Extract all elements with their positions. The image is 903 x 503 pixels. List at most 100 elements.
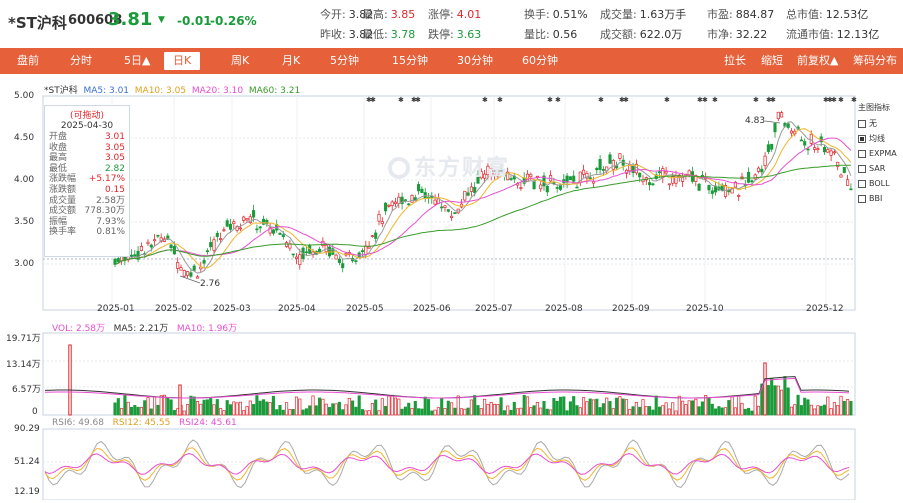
candle-body: [618, 153, 622, 159]
candle-body: [707, 184, 711, 191]
candle-body: [202, 260, 206, 264]
volume-bar: [351, 400, 355, 416]
volume-bar: [456, 395, 460, 416]
indicator-option[interactable]: BBI: [858, 191, 903, 206]
indicator-label: SAR: [869, 164, 886, 173]
candle-body: [585, 173, 589, 179]
volume-bar: [654, 395, 658, 416]
candle-body: [324, 244, 328, 252]
event-marker: ✱: [415, 96, 421, 104]
volume-bar: [186, 404, 190, 416]
event-marker: ✱: [770, 96, 776, 104]
candle-body: [232, 221, 236, 225]
toolbar-item[interactable]: 前复权▲: [797, 54, 839, 67]
candle-body: [354, 260, 358, 263]
kline-chart[interactable]: ✱✱ ✱ ✱✱ ✱ ✱ ✱ ✱ ✱ ✱✱ ✱ ✱ ✱ ✱ ✱ ✱✱ ✱✱✱ ✱ ✱: [0, 78, 903, 501]
toolbar-item[interactable]: 5分钟: [330, 54, 359, 67]
tooltip-key: 成交量: [49, 195, 77, 206]
volume-bar: [281, 409, 285, 416]
tooltip-rows: 开盘 3.01 收盘 3.05 最高 3.05 最低 2.82 涨跌幅 +5.17% 涨跌额 0.15…: [45, 132, 129, 238]
candle-body: [403, 199, 407, 202]
volume-bar: [153, 396, 157, 416]
indicator-option[interactable]: EXPMA: [858, 146, 903, 161]
volume-bar: [334, 403, 338, 416]
toolbar-item[interactable]: 筹码分布: [853, 54, 897, 67]
stock-name: *ST沪科: [8, 14, 67, 32]
candle-body: [209, 242, 213, 248]
volume-bar: [585, 401, 589, 416]
volume-bar: [255, 395, 259, 416]
quote-item: 成交额: 622.0万: [600, 26, 682, 42]
volume-bar: [116, 398, 120, 416]
volume-bar: [697, 406, 701, 416]
indicator-label: 无: [869, 119, 877, 128]
toolbar-item[interactable]: 分时: [70, 54, 92, 67]
candle-body: [440, 206, 444, 209]
indicator-checkbox[interactable]: [858, 119, 866, 128]
volume-bar: [242, 410, 246, 416]
event-marker: ✱: [497, 96, 503, 104]
volume-bar: [354, 406, 358, 416]
toolbar-item[interactable]: 30分钟: [457, 54, 493, 67]
volume-bar: [641, 399, 645, 416]
indicator-checkbox[interactable]: [858, 164, 866, 173]
indicator-checkbox[interactable]: [858, 149, 866, 158]
candle-body: [664, 171, 668, 174]
volume-bar: [667, 408, 671, 416]
volume-bar: [380, 398, 384, 416]
toolbar-item[interactable]: 15分钟: [392, 54, 428, 67]
indicator-checkbox[interactable]: [858, 134, 866, 143]
candle-body: [747, 171, 751, 183]
quote-value: 0.56: [552, 28, 578, 41]
volume-bar: [469, 399, 473, 416]
indicator-checkbox[interactable]: [858, 179, 866, 188]
toolbar-item[interactable]: 月K: [282, 54, 301, 67]
candle-body: [773, 123, 777, 133]
candle-body: [753, 174, 757, 180]
volume-bar: [225, 400, 229, 416]
quote-label: 流通市值:: [786, 28, 834, 41]
volume-bar: [212, 404, 216, 416]
toolbar-item[interactable]: 盘前: [17, 54, 39, 67]
ma60-line: [114, 164, 851, 265]
candle-body: [400, 196, 404, 204]
indicator-option[interactable]: 无: [858, 116, 903, 131]
watermark-text: 东方财富: [414, 156, 511, 181]
volume-bar: [232, 401, 236, 416]
toolbar-item[interactable]: 日K: [164, 52, 201, 70]
toolbar-item[interactable]: 周K: [231, 54, 250, 67]
indicator-option[interactable]: BOLL: [858, 176, 903, 191]
volume-bar: [235, 402, 239, 416]
indicator-checkbox[interactable]: [858, 194, 866, 203]
volume-bar: [228, 404, 233, 416]
indicator-option[interactable]: SAR: [858, 161, 903, 176]
candle-body: [281, 234, 285, 237]
volume-bar: [463, 408, 467, 416]
candle-body: [539, 184, 543, 190]
tooltip-key: 涨跌额: [49, 184, 77, 195]
volume-bar: [337, 401, 341, 416]
candle-body: [486, 165, 490, 176]
volume-bar: [661, 405, 665, 416]
legend-ma60: MA60: 3.21: [248, 86, 301, 96]
candle-body: [199, 266, 203, 270]
volume-bar: [479, 408, 483, 416]
candle-body: [215, 232, 219, 237]
toolbar-item[interactable]: 缩短: [761, 54, 783, 67]
volume-bar: [674, 410, 678, 416]
indicator-label: BBI: [869, 194, 883, 203]
toolbar-item[interactable]: 60分钟: [522, 54, 558, 67]
kline-tooltip[interactable]: (可拖动) 2025-04-30 开盘 3.01 收盘 3.05 最高 3.05 最低 2.8…: [44, 105, 130, 257]
volume-bar: [730, 396, 734, 416]
toolbar-item[interactable]: 拉长: [724, 54, 746, 67]
toolbar-item[interactable]: 5日▲: [124, 54, 151, 67]
volume-bar: [285, 402, 289, 416]
kline-chart-area[interactable]: ✱ ✱ ✱ ✱ ✱ ✱ ✱ ✱ ✱ ✱ ✱ ✱ ✱ ✱ ✱ ✱ ✱ ✱ ✱ ✱ ✱ ✱ ✱ ✱ 东方财富 *ST沪科 MA5:…: [0, 78, 903, 501]
candle-body: [285, 242, 289, 247]
legend-vol: VOL: 2.58万: [52, 324, 106, 334]
volume-bar: [166, 397, 170, 416]
indicator-option[interactable]: 均线: [858, 131, 903, 146]
stock-change-pct: -0.26%: [210, 14, 257, 28]
quote-label: 成交量:: [600, 8, 637, 21]
volume-bar: [126, 401, 130, 416]
